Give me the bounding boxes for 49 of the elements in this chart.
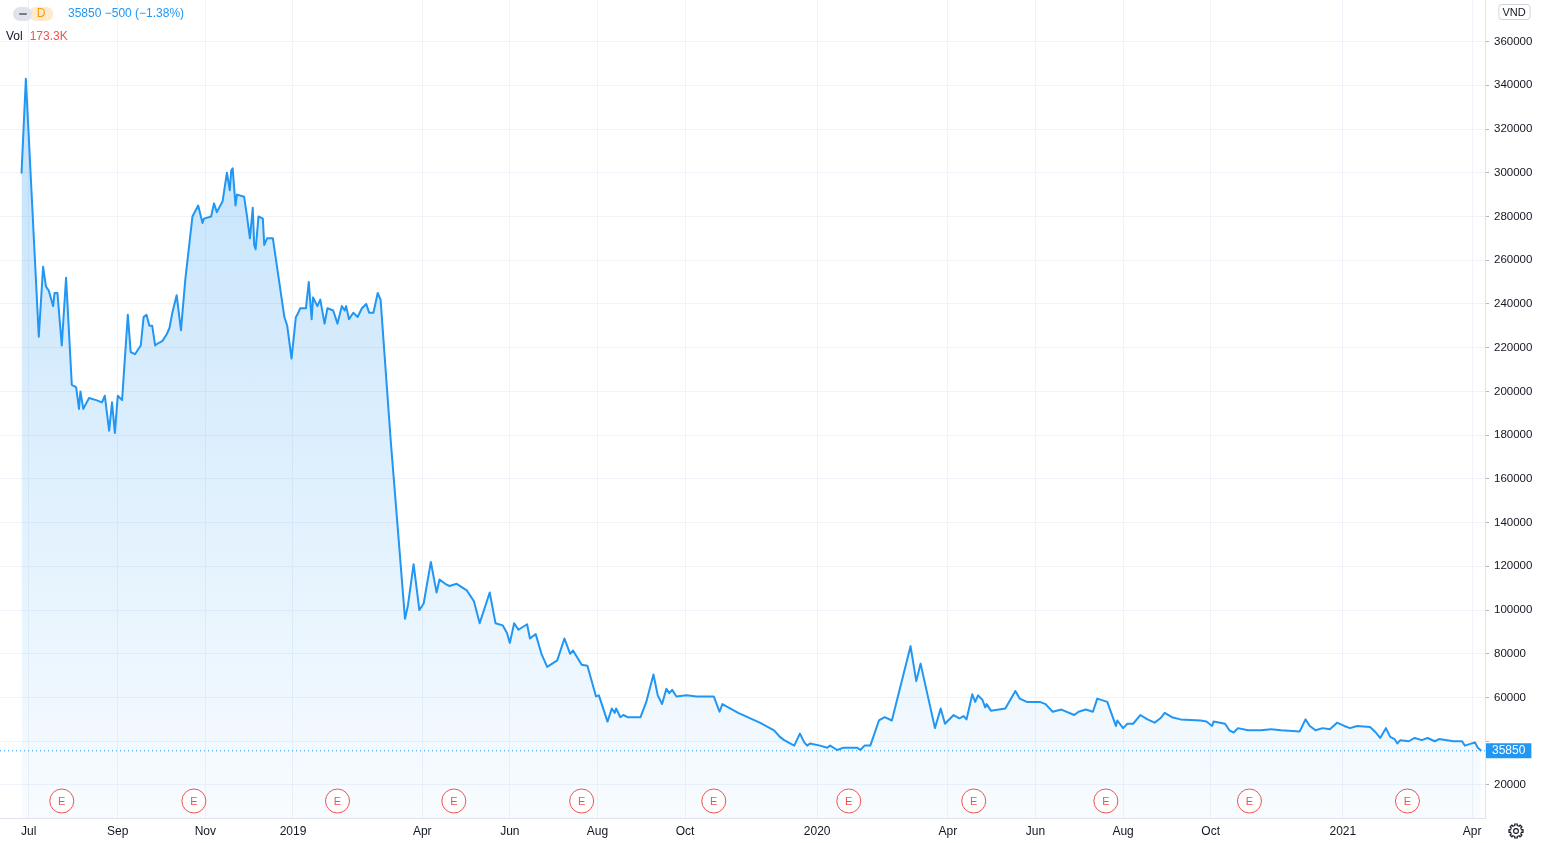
- x-tick-label: Aug: [1112, 823, 1134, 838]
- y-tick-label: 180000: [1494, 428, 1533, 441]
- y-tick-label: 340000: [1494, 78, 1533, 91]
- annotation: E: [710, 794, 718, 807]
- ref-line-label: 35850: [1492, 743, 1526, 758]
- x-tick-label: Oct: [1201, 823, 1221, 838]
- annotation: E: [1102, 794, 1110, 807]
- y-tick-label: 20000: [1494, 778, 1526, 791]
- y-tick-label: 160000: [1494, 472, 1533, 485]
- annotation: E: [333, 794, 342, 807]
- y-tick-label: 80000: [1494, 646, 1526, 659]
- y-tick-label: 220000: [1494, 340, 1533, 353]
- x-tick-label: Nov: [194, 823, 217, 838]
- annotation: 35850 −500 (−1.38%): [68, 6, 185, 21]
- annotation: 173.3K: [29, 29, 68, 44]
- annotation: E: [970, 794, 978, 807]
- annotation: E: [190, 794, 198, 807]
- annotation: E: [577, 794, 586, 807]
- x-tick-label: 2021: [1329, 823, 1357, 838]
- annotation: E: [450, 794, 458, 807]
- annotation: E: [58, 794, 66, 807]
- x-tick-label: Aug: [586, 823, 609, 838]
- x-tick-label: 2019: [279, 823, 307, 838]
- annotation: E: [1245, 794, 1254, 807]
- annotation: E: [1403, 794, 1412, 807]
- x-tick-label: Apr: [938, 823, 958, 838]
- x-tick-label: Jun: [1025, 823, 1046, 838]
- y-tick-label: 120000: [1494, 559, 1533, 572]
- y-tick-label: 200000: [1494, 384, 1533, 397]
- y-tick-label: 300000: [1494, 165, 1533, 178]
- x-tick-label: Apr: [412, 823, 432, 838]
- y-tick-label: 100000: [1494, 603, 1533, 616]
- y-tick-label: 240000: [1494, 297, 1533, 310]
- y-axis-title: VND: [1502, 5, 1526, 18]
- x-tick-label: Jun: [500, 823, 520, 838]
- y-tick-label: 60000: [1494, 690, 1526, 703]
- x-tick-label: 2020: [803, 823, 831, 838]
- x-tick-label: Apr: [1462, 823, 1482, 838]
- x-tick-label: Jul: [21, 823, 37, 838]
- x-tick-label: Sep: [107, 823, 129, 838]
- y-tick-label: 320000: [1494, 122, 1533, 135]
- y-tick-label: 280000: [1494, 209, 1533, 222]
- annotation: Vol: [6, 29, 23, 44]
- annotation: E: [845, 794, 853, 807]
- y-tick-label: 140000: [1494, 515, 1533, 528]
- x-tick-label: Oct: [675, 823, 696, 838]
- y-tick-label: 260000: [1494, 253, 1533, 266]
- annotation: D: [36, 6, 46, 21]
- y-tick-label: 360000: [1494, 34, 1533, 47]
